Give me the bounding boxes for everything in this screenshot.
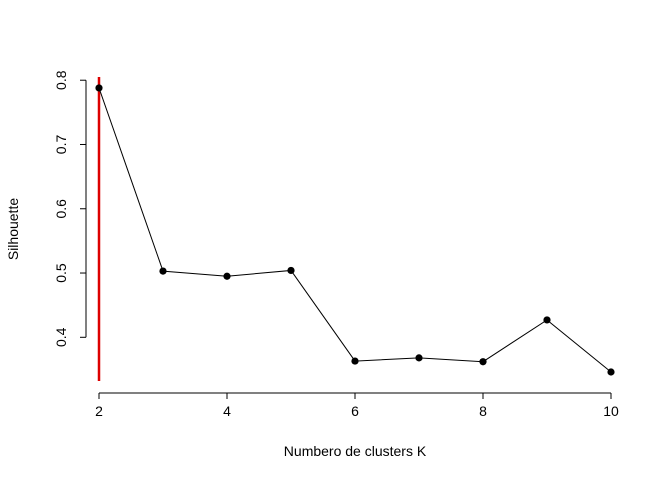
data-point	[415, 354, 423, 362]
x-tick-label: 4	[223, 403, 231, 419]
series-line	[98, 87, 612, 373]
data-point	[351, 357, 359, 365]
x-tick-label: 6	[351, 403, 359, 419]
data-point	[607, 368, 615, 376]
x-tick-label: 10	[603, 403, 619, 419]
data-point	[543, 316, 551, 324]
y-tick-label: 0.5	[53, 263, 69, 283]
data-point	[159, 267, 167, 275]
data-point	[223, 272, 231, 280]
data-point	[287, 266, 295, 275]
y-axis-label: Silhouette	[5, 198, 21, 260]
y-tick-label: 0.7	[53, 135, 69, 155]
data-point	[479, 358, 487, 366]
x-tick-label: 8	[479, 403, 487, 419]
data-point	[95, 84, 103, 92]
y-tick-label: 0.6	[53, 199, 69, 219]
x-tick-label: 2	[95, 403, 103, 419]
y-tick-label: 0.4	[53, 327, 69, 347]
y-tick-label: 0.8	[53, 70, 69, 90]
x-axis-label: Numbero de clusters K	[284, 443, 427, 459]
